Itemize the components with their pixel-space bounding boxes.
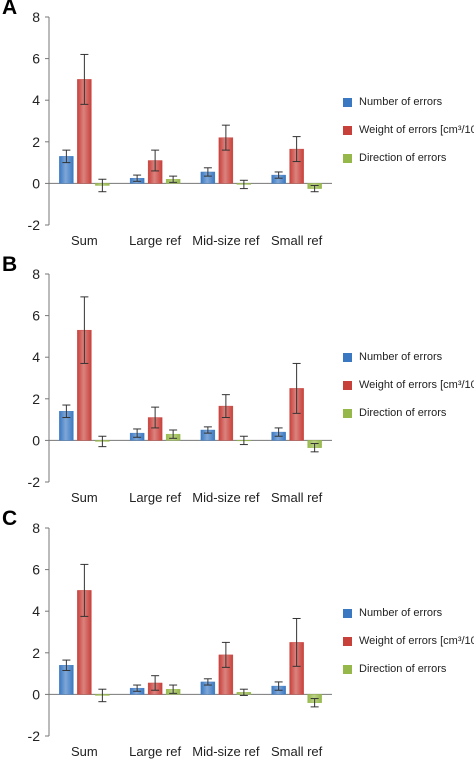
y-tick-label: 6 [32, 51, 40, 67]
chart-panel-c: C -2 0 2 4 6 8 Sum Large ref Mid-size ref Small r… [0, 507, 474, 766]
x-tick-label: Large ref [129, 233, 181, 248]
x-tick-label: Sum [71, 233, 98, 248]
y-tick-label: -2 [28, 474, 41, 490]
legend-swatch-number [343, 353, 352, 362]
y-tick-label: 2 [32, 645, 40, 661]
legend-label: Number of errors [359, 96, 443, 108]
x-tick-label: Large ref [129, 490, 181, 505]
panel-label: B [2, 253, 18, 276]
legend-label: Direction of errors [359, 663, 447, 675]
legend-swatch-number [343, 609, 352, 618]
legend-label: Direction of errors [359, 407, 447, 419]
y-tick-label: 4 [32, 349, 40, 365]
y-tick-label: 0 [32, 432, 40, 448]
y-tick-label: 0 [32, 175, 40, 191]
x-tick-label: Mid-size ref [192, 490, 260, 505]
y-tick-label: 8 [32, 9, 40, 25]
x-tick-label: Small ref [271, 233, 323, 248]
legend-swatch-weight [343, 637, 352, 646]
legend-label: Number of errors [359, 607, 443, 619]
x-tick-label: Mid-size ref [192, 744, 260, 759]
chart-panel-b: B -2 0 2 4 6 8 Sum Large ref Mid-size ref Small r… [0, 253, 474, 512]
x-tick-label: Small ref [271, 490, 323, 505]
legend-swatch-weight [343, 126, 352, 135]
chart-svg: -2 0 2 4 6 8 Sum Large ref Mid-size ref Small ref [28, 9, 332, 248]
y-tick-label: 8 [32, 266, 40, 282]
x-tick-label: Sum [71, 490, 98, 505]
y-tick-label: 6 [32, 562, 40, 578]
x-tick-label: Small ref [271, 744, 323, 759]
x-tick-label: Large ref [129, 744, 181, 759]
y-tick-label: 4 [32, 603, 40, 619]
y-tick-label: 6 [32, 308, 40, 324]
x-tick-label: Mid-size ref [192, 233, 260, 248]
y-tick-label: 4 [32, 92, 40, 108]
panel-label: A [2, 0, 18, 19]
y-tick-label: 0 [32, 686, 40, 702]
legend-swatch-weight [343, 381, 352, 390]
chart-svg: -2 0 2 4 6 8 Sum Large ref Mid-size ref Small ref [28, 266, 332, 505]
legend-label: Number of errors [359, 351, 443, 363]
y-tick-label: 8 [32, 520, 40, 536]
legend-swatch-number [343, 98, 352, 107]
y-tick-label: -2 [28, 728, 41, 744]
chart-svg: -2 0 2 4 6 8 Sum Large ref Mid-size ref Small ref [28, 520, 332, 759]
y-tick-label: 2 [32, 134, 40, 150]
y-tick-label: 2 [32, 391, 40, 407]
panel-label: C [2, 507, 18, 530]
legend-label: Weight of errors [cm³/10] [359, 124, 474, 136]
legend-swatch-direction [343, 665, 352, 674]
legend-swatch-direction [343, 409, 352, 418]
legend-label: Direction of errors [359, 152, 447, 164]
x-tick-label: Sum [71, 744, 98, 759]
y-tick-label: -2 [28, 217, 41, 233]
chart-panel-a: A -2 0 2 4 6 8 Sum Large ref Mid-size ref Small r… [0, 0, 474, 255]
legend-swatch-direction [343, 154, 352, 163]
legend-label: Weight of errors [cm³/10] [359, 379, 474, 391]
legend-label: Weight of errors [cm³/10] [359, 635, 474, 647]
